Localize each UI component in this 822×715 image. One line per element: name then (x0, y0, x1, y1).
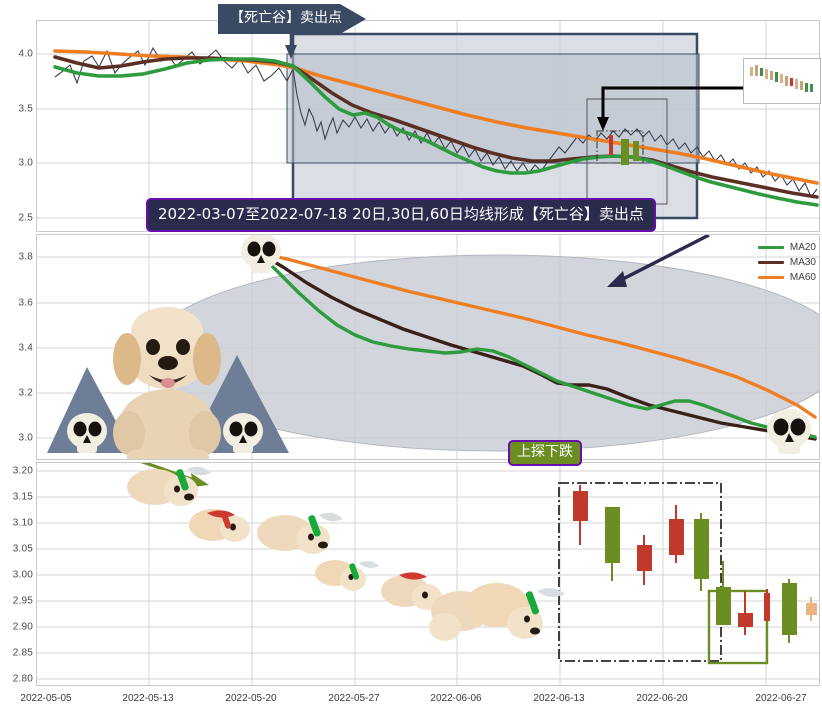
zoom-leader-arrowhead (597, 117, 609, 131)
legend-swatch-ma60 (757, 276, 784, 279)
mid-ytick-0: 3.8 (18, 251, 33, 263)
legend-swatch-ma20 (757, 246, 784, 249)
top-ytick-2: 3.0 (18, 157, 33, 169)
flying-dog-3 (257, 512, 343, 554)
mid-ytick-4: 3.0 (18, 432, 33, 444)
candle-item (605, 507, 620, 581)
skull-line-end (767, 409, 811, 454)
ma-legend: MA20 MA30 MA60 (757, 240, 816, 285)
bot-ytick-0: 3.20 (12, 465, 33, 477)
candle-item (782, 579, 797, 643)
middle-ma-panel: 3.8 3.6 3.4 3.2 3.0 (18, 234, 820, 460)
candle-item (637, 535, 652, 585)
probe-region-box (558, 482, 722, 662)
flying-dog-7 (465, 583, 543, 639)
inset-candles (750, 65, 813, 92)
xtick-5: 2022-06-13 (533, 693, 585, 704)
mid-ytick-1: 3.6 (18, 297, 33, 309)
legend-item-ma60[interactable]: MA60 (757, 270, 816, 285)
top-panel-plot (37, 21, 819, 231)
legend-label-ma20: MA20 (789, 242, 816, 253)
sell-point-banner[interactable]: 【死亡谷】卖出点 (218, 3, 368, 34)
skull-line-start (241, 235, 281, 273)
legend-item-ma20[interactable]: MA20 (757, 240, 816, 255)
bot-ytick-7: 2.85 (12, 647, 33, 659)
legend-swatch-ma30 (757, 261, 784, 264)
top-ytick-3: 2.5 (18, 212, 33, 224)
bot-ytick-4: 3.00 (12, 569, 33, 581)
xtick-3: 2022-05-27 (328, 693, 380, 704)
xtick-1: 2022-05-13 (122, 693, 174, 704)
candle-item (716, 561, 731, 625)
banner-shape (218, 4, 366, 34)
caption-pointer-arrow (618, 235, 710, 283)
zoom-inner-dashdot-box (596, 130, 644, 164)
middle-panel-plot (37, 235, 819, 459)
candle-item (669, 505, 684, 563)
candle-item (806, 597, 817, 621)
bot-ytick-3: 3.05 (12, 543, 33, 555)
bot-ytick-6: 2.90 (12, 621, 33, 633)
probe-drop-badge[interactable]: 上探下跌 (508, 440, 582, 466)
legend-label-ma60: MA60 (789, 272, 816, 283)
mid-ytick-2: 3.4 (18, 342, 33, 354)
candle-item (694, 513, 709, 591)
death-valley-caption[interactable]: 2022-03-07至2022-07-18 20日,30日,60日均线形成【死亡… (146, 198, 656, 232)
flying-dog-2 (189, 509, 250, 542)
bot-ytick-2: 3.10 (12, 517, 33, 529)
skull-left-lower (67, 413, 107, 453)
xtick-4: 2022-06-06 (430, 693, 482, 704)
ma30-line-top (53, 55, 819, 199)
flying-dog-8 (525, 588, 565, 615)
zoom-inset-thumbnail (743, 58, 821, 104)
top-ytick-1: 3.5 (18, 103, 33, 115)
flying-dog-4 (315, 560, 379, 591)
legend-item-ma30[interactable]: MA30 (757, 255, 816, 270)
xtick-7: 2022-06-27 (755, 693, 807, 704)
top-price-panel: 4.0 3.5 3.0 2.5 (18, 20, 820, 232)
sell-point-banner-label: 【死亡谷】卖出点 (230, 10, 342, 26)
candle-item (764, 589, 770, 621)
candle-item (738, 591, 753, 635)
candle-series (573, 485, 817, 643)
bot-ytick-5: 2.95 (12, 595, 33, 607)
ma60-line-mid (257, 251, 817, 419)
xtick-6: 2022-06-20 (636, 693, 688, 704)
xtick-0: 2022-05-05 (20, 693, 72, 704)
mid-ytick-3: 3.2 (18, 387, 33, 399)
ma20-line-top (53, 57, 819, 207)
skull-right-lower (223, 413, 263, 453)
breakdown-region-box (707, 589, 769, 665)
legend-label-ma30: MA30 (789, 257, 816, 268)
flying-dog-5 (381, 572, 442, 610)
sell-point-arrowhead (285, 45, 297, 59)
inset-mini-chart (750, 65, 813, 92)
poodle-mascot (113, 307, 221, 459)
bottom-panel-plot (37, 463, 819, 685)
xtick-2: 2022-05-20 (225, 693, 277, 704)
flying-dog-1 (127, 466, 211, 506)
candle-item (573, 485, 588, 545)
bot-ytick-8: 2.80 (12, 673, 33, 685)
bot-ytick-1: 3.15 (12, 491, 33, 503)
caption-pointer-arrowhead (607, 271, 627, 287)
bottom-candlestick-panel: 3.20 3.15 3.10 3.05 3.00 2.95 2.90 2.85 … (13, 462, 820, 686)
top-ytick-0: 4.0 (18, 48, 33, 60)
ma20-line-mid (257, 251, 817, 439)
zoom-mini-candles (609, 135, 639, 165)
